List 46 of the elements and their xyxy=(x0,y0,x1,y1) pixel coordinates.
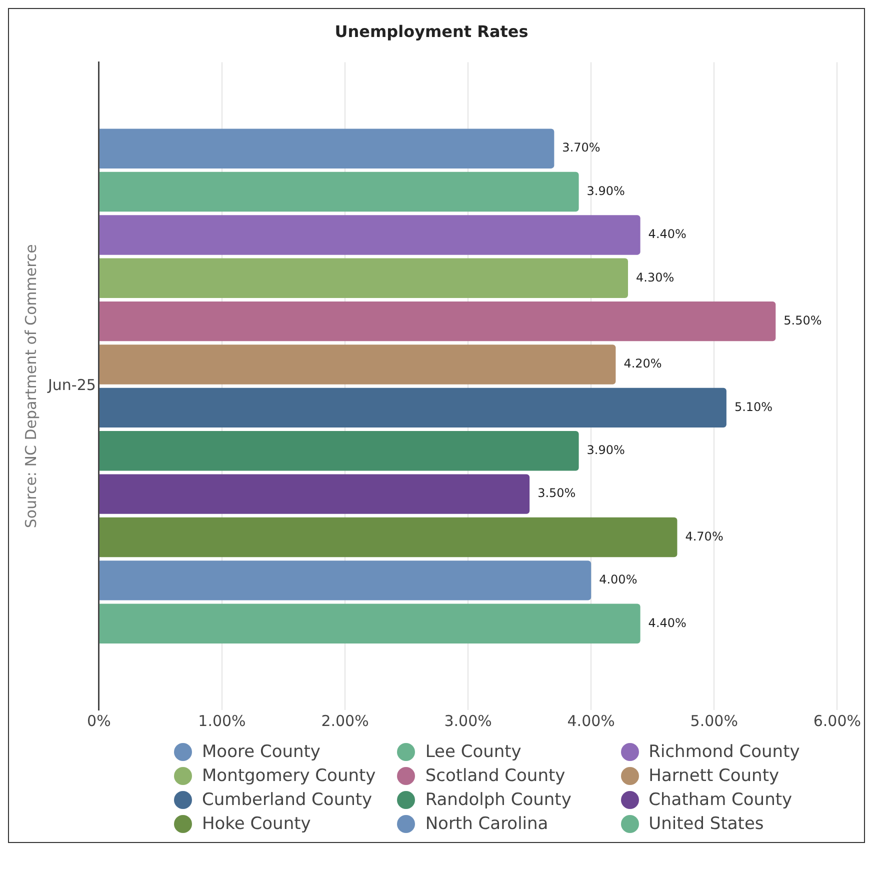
legend-label: Chatham County xyxy=(648,790,792,810)
data-label: 4.20% xyxy=(624,356,662,371)
data-label: 4.30% xyxy=(636,270,674,284)
legend-label: Randolph County xyxy=(425,790,572,810)
x-tick-label: 6.00% xyxy=(813,712,861,730)
bar xyxy=(99,388,726,428)
chart-title: Unemployment Rates xyxy=(334,22,528,41)
data-label: 4.40% xyxy=(648,227,686,242)
bar xyxy=(99,604,640,644)
bar xyxy=(99,431,579,471)
data-label: 3.90% xyxy=(586,443,625,458)
x-tick-label: 0% xyxy=(87,712,111,730)
data-label: 4.40% xyxy=(648,616,686,630)
data-label: 3.90% xyxy=(586,184,625,198)
bar xyxy=(99,258,628,298)
bar xyxy=(99,474,530,514)
legend-label: Harnett County xyxy=(648,766,780,786)
data-label: 4.00% xyxy=(599,572,638,587)
x-tick-label: 2.00% xyxy=(321,712,369,730)
legend-label: Montgomery County xyxy=(202,766,376,786)
legend-label: Cumberland County xyxy=(202,790,372,810)
data-label: 3.50% xyxy=(538,486,576,500)
x-tick-label: 3.00% xyxy=(444,712,492,730)
data-label: 4.70% xyxy=(685,529,724,544)
y-tick-label: Jun-25 xyxy=(47,376,96,394)
data-label: 5.50% xyxy=(784,313,822,328)
bar xyxy=(99,128,554,168)
data-label: 3.70% xyxy=(562,140,600,155)
x-tick-label: 1.00% xyxy=(198,712,246,730)
bar xyxy=(99,517,678,558)
bar xyxy=(99,301,776,342)
bar xyxy=(99,344,616,384)
bar xyxy=(99,215,640,255)
bar xyxy=(99,560,592,600)
legend-label: North Carolina xyxy=(425,814,548,834)
data-label: 5.10% xyxy=(734,400,773,414)
x-tick-label: 5.00% xyxy=(690,712,738,730)
y-axis-title: Source: NC Department of Commerce xyxy=(22,244,40,528)
legend-label: United States xyxy=(648,814,764,834)
legend-label: Hoke County xyxy=(202,814,311,834)
x-tick-label: 4.00% xyxy=(567,712,615,730)
legend-label: Scotland County xyxy=(425,766,566,786)
legend-label: Richmond County xyxy=(648,742,800,762)
legend-label: Moore County xyxy=(202,742,320,762)
legend-label: Lee County xyxy=(425,742,522,762)
bar xyxy=(99,172,579,212)
